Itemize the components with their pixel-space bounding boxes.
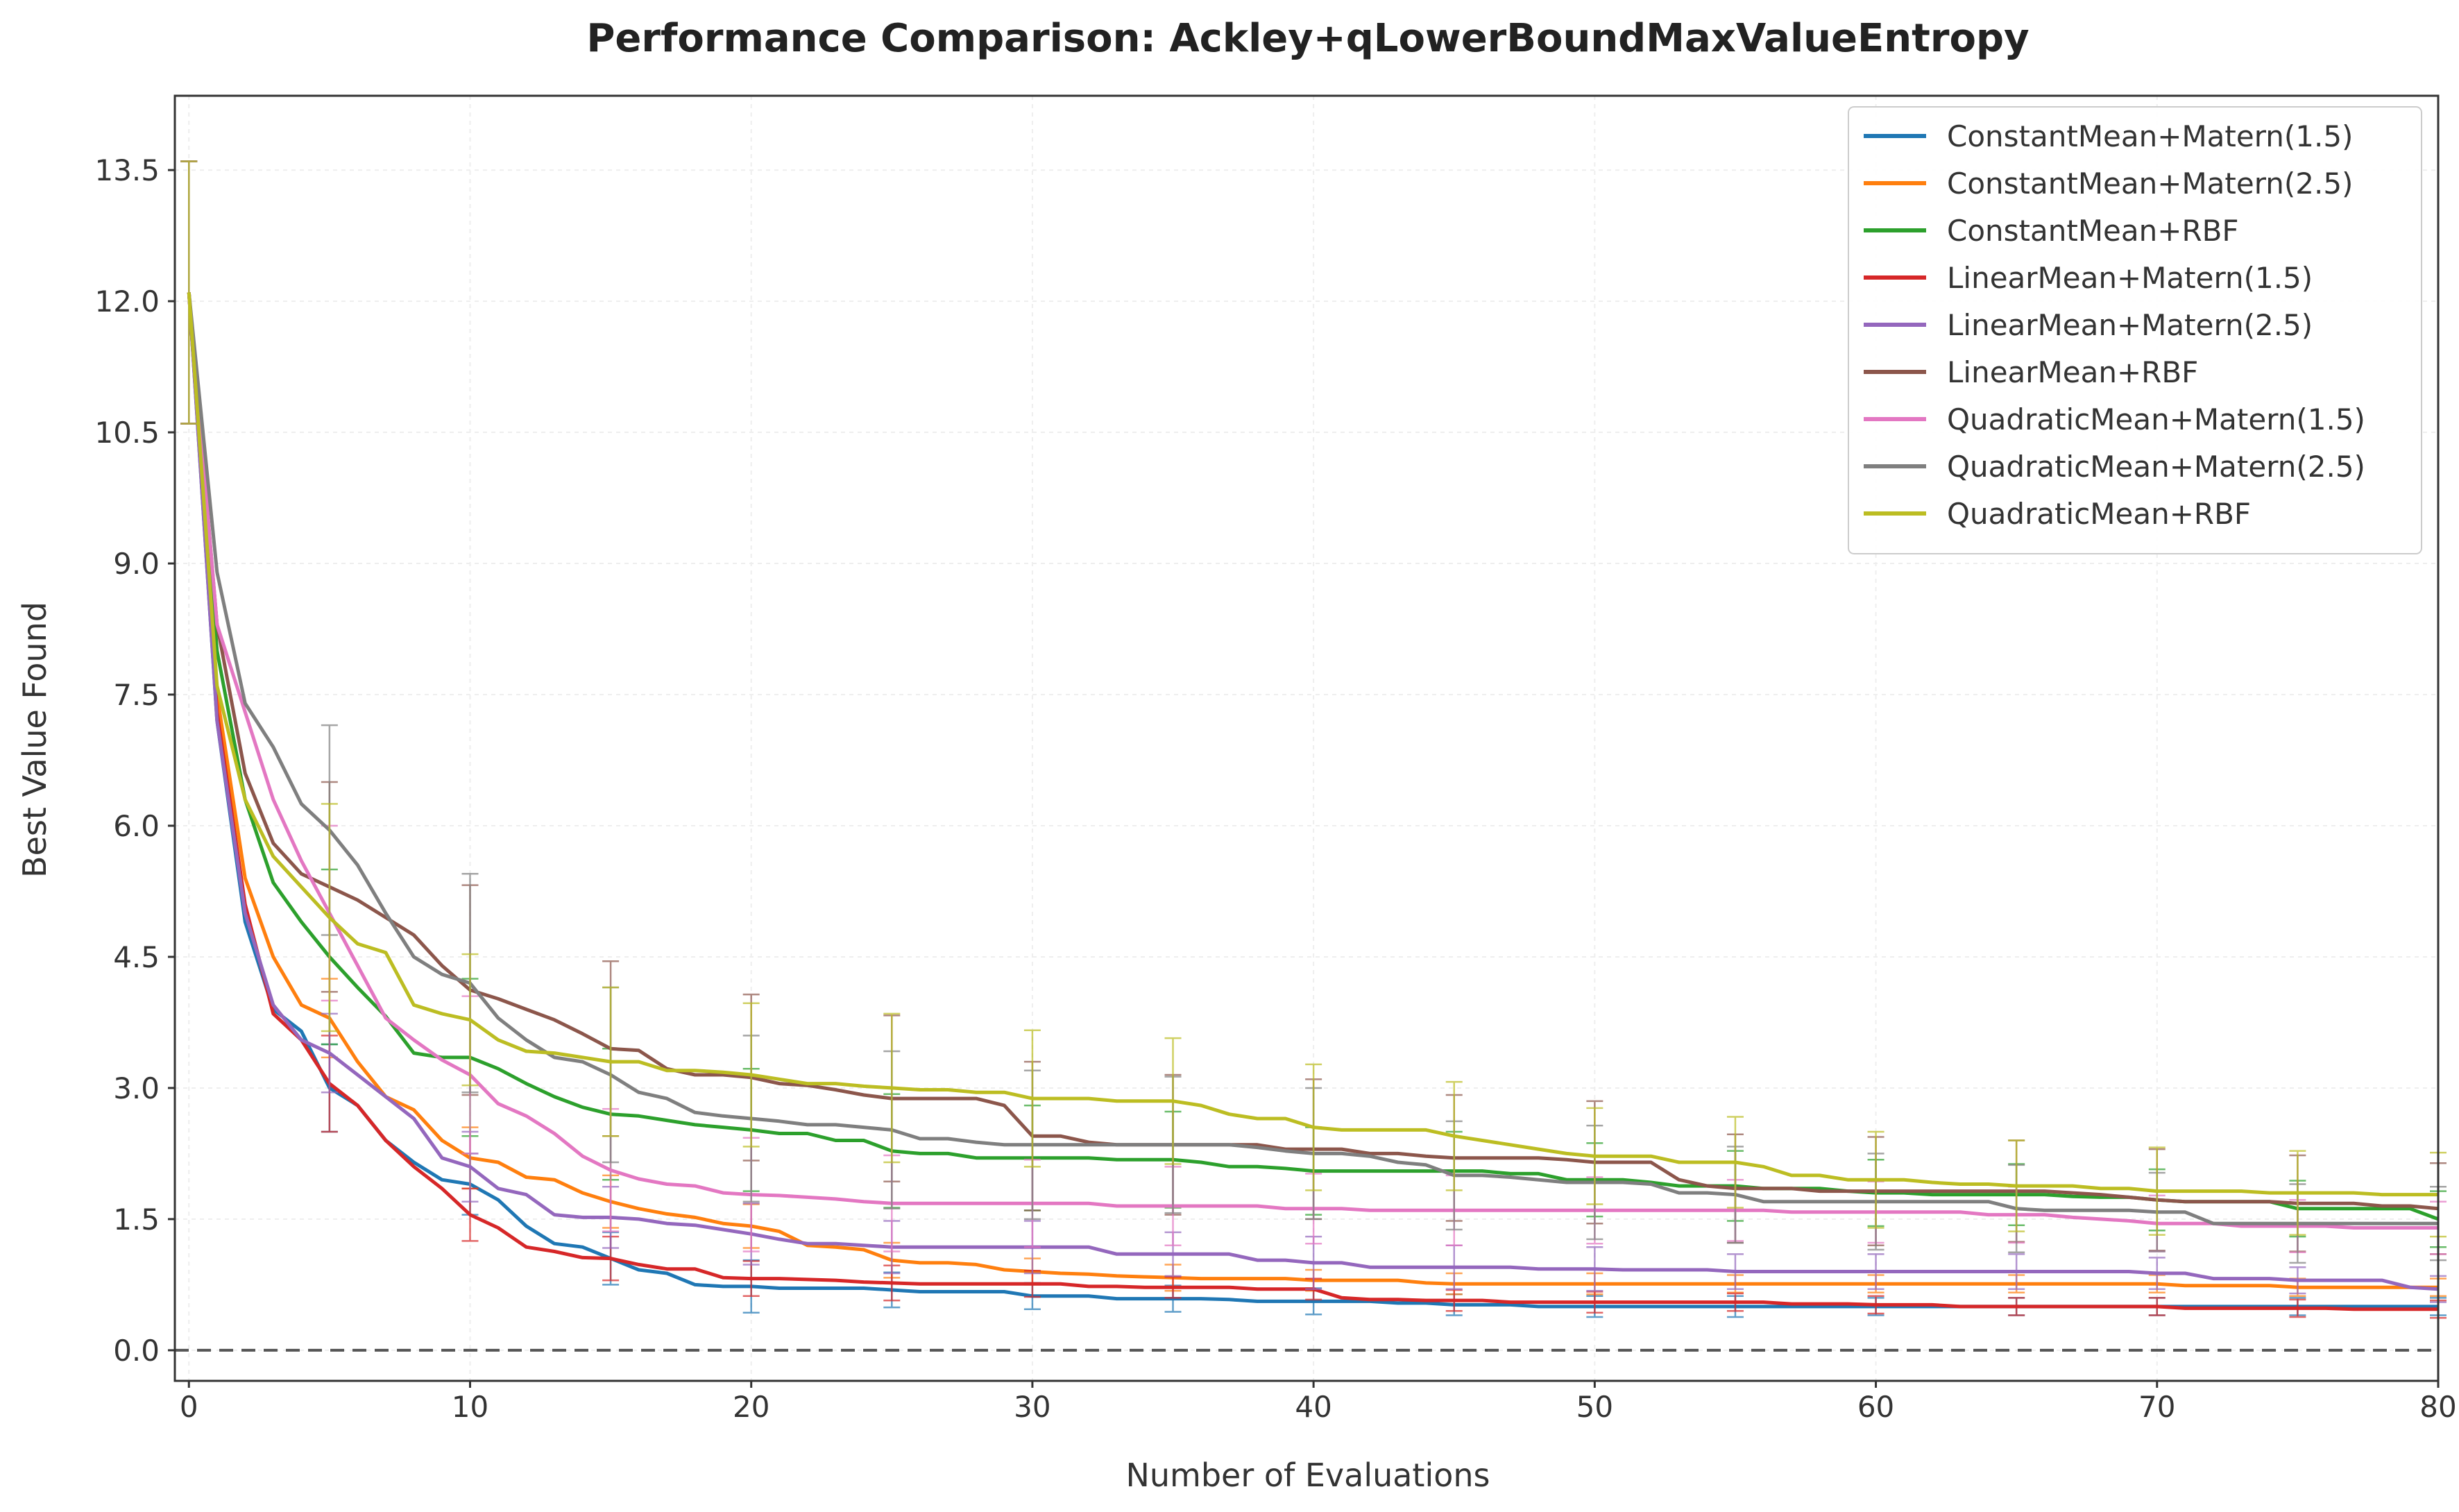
error-bar xyxy=(180,160,198,425)
legend-item: QuadraticMean+Matern(2.5) xyxy=(1864,450,2365,484)
error-bar xyxy=(461,953,479,1087)
legend-label: QuadraticMean+Matern(2.5) xyxy=(1947,450,2365,484)
legend-item: LinearMean+RBF xyxy=(1864,355,2198,389)
x-axis-label: Number of Evaluations xyxy=(1125,1456,1490,1494)
error-bar xyxy=(1867,1130,1884,1229)
error-bar xyxy=(1867,1253,1884,1290)
error-bar xyxy=(1726,1292,1744,1312)
error-bar xyxy=(2008,1297,2025,1316)
error-bar xyxy=(2148,1146,2166,1236)
legend-label: LinearMean+Matern(1.5) xyxy=(1947,261,2313,295)
x-tick-label: 50 xyxy=(1576,1390,1613,1424)
y-tick-label: 10.5 xyxy=(94,416,160,450)
x-tick-label: 60 xyxy=(1857,1390,1894,1424)
legend-item: ConstantMean+Matern(2.5) xyxy=(1864,167,2353,201)
series-quadraticmean-rbf xyxy=(180,160,2447,1238)
error-bar xyxy=(1023,1029,1041,1168)
error-bar xyxy=(1164,1275,1182,1299)
error-bar xyxy=(2148,1257,2166,1290)
y-tick-label: 12.0 xyxy=(94,284,160,318)
grid xyxy=(175,96,2439,1381)
error-bar xyxy=(2008,1253,2025,1290)
error-bar xyxy=(2289,1298,2306,1318)
error-bar xyxy=(883,1012,901,1164)
series-layer xyxy=(180,160,2447,1319)
error-bar xyxy=(1445,1289,1463,1312)
error-bar xyxy=(1586,1246,1603,1292)
legend-label: QuadraticMean+RBF xyxy=(1947,497,2251,531)
y-tick-label: 3.0 xyxy=(113,1071,160,1105)
error-bar xyxy=(1305,1063,1322,1191)
legend-label: ConstantMean+RBF xyxy=(1947,214,2239,248)
error-bar xyxy=(1164,1037,1182,1165)
legend-label: ConstantMean+Matern(1.5) xyxy=(1947,119,2353,153)
error-bar xyxy=(2289,1150,2306,1236)
x-tick-label: 40 xyxy=(1295,1390,1331,1424)
y-tick-label: 6.0 xyxy=(113,809,160,843)
legend: ConstantMean+Matern(1.5) ConstantMean+Mat… xyxy=(1848,106,2422,554)
y-tick-label: 13.5 xyxy=(94,153,160,187)
y-tick-label: 1.5 xyxy=(113,1203,160,1237)
error-bar xyxy=(1726,1116,1744,1209)
x-tick-label: 0 xyxy=(180,1390,198,1424)
legend-item: ConstantMean+RBF xyxy=(1864,214,2239,248)
error-bar xyxy=(1586,1107,1603,1205)
x-tick-label: 10 xyxy=(452,1390,488,1424)
error-bar xyxy=(321,803,338,1033)
error-bar xyxy=(1726,1253,1744,1290)
legend-item: ConstantMean+Matern(1.5) xyxy=(1864,119,2353,153)
error-bar xyxy=(742,1002,760,1148)
error-bar xyxy=(1445,1080,1463,1191)
legend-item: QuadraticMean+Matern(1.5) xyxy=(1864,402,2365,436)
legend-label: ConstantMean+Matern(2.5) xyxy=(1947,167,2353,201)
legend-item: QuadraticMean+RBF xyxy=(1864,497,2251,531)
x-tick-label: 70 xyxy=(2138,1390,2175,1424)
x-tick-label: 80 xyxy=(2419,1390,2456,1424)
legend-label: QuadraticMean+Matern(1.5) xyxy=(1947,402,2365,436)
legend-item: LinearMean+Matern(1.5) xyxy=(1864,261,2313,295)
x-tick-label: 30 xyxy=(1014,1390,1050,1424)
y-tick-label: 7.5 xyxy=(113,678,160,712)
legend-item: LinearMean+Matern(2.5) xyxy=(1864,308,2313,342)
error-bar xyxy=(1586,1291,1603,1314)
error-bar xyxy=(2148,1297,2166,1316)
x-tick-label: 20 xyxy=(733,1390,769,1424)
axis-ticks: 0 10 20 30 40 50 60 70 80 0.0 1.5 3.0 4.5 6.0 7.5 9.0 10… xyxy=(94,153,2456,1424)
error-bar xyxy=(2008,1139,2025,1232)
error-bar xyxy=(1867,1295,1884,1315)
y-axis-label: Best Value Found xyxy=(16,602,53,878)
error-bar xyxy=(602,986,620,1137)
y-tick-label: 4.5 xyxy=(113,940,160,974)
legend-box xyxy=(1848,106,2422,554)
plot-frame xyxy=(173,94,2440,1382)
legend-label: LinearMean+Matern(2.5) xyxy=(1947,308,2313,342)
chart-title: Performance Comparison: Ackley+qLowerBou… xyxy=(586,16,2029,61)
y-tick-label: 9.0 xyxy=(113,547,160,581)
legend-label: LinearMean+RBF xyxy=(1947,355,2198,389)
y-tick-label: 0.0 xyxy=(113,1334,160,1368)
error-bar xyxy=(2289,1266,2306,1295)
